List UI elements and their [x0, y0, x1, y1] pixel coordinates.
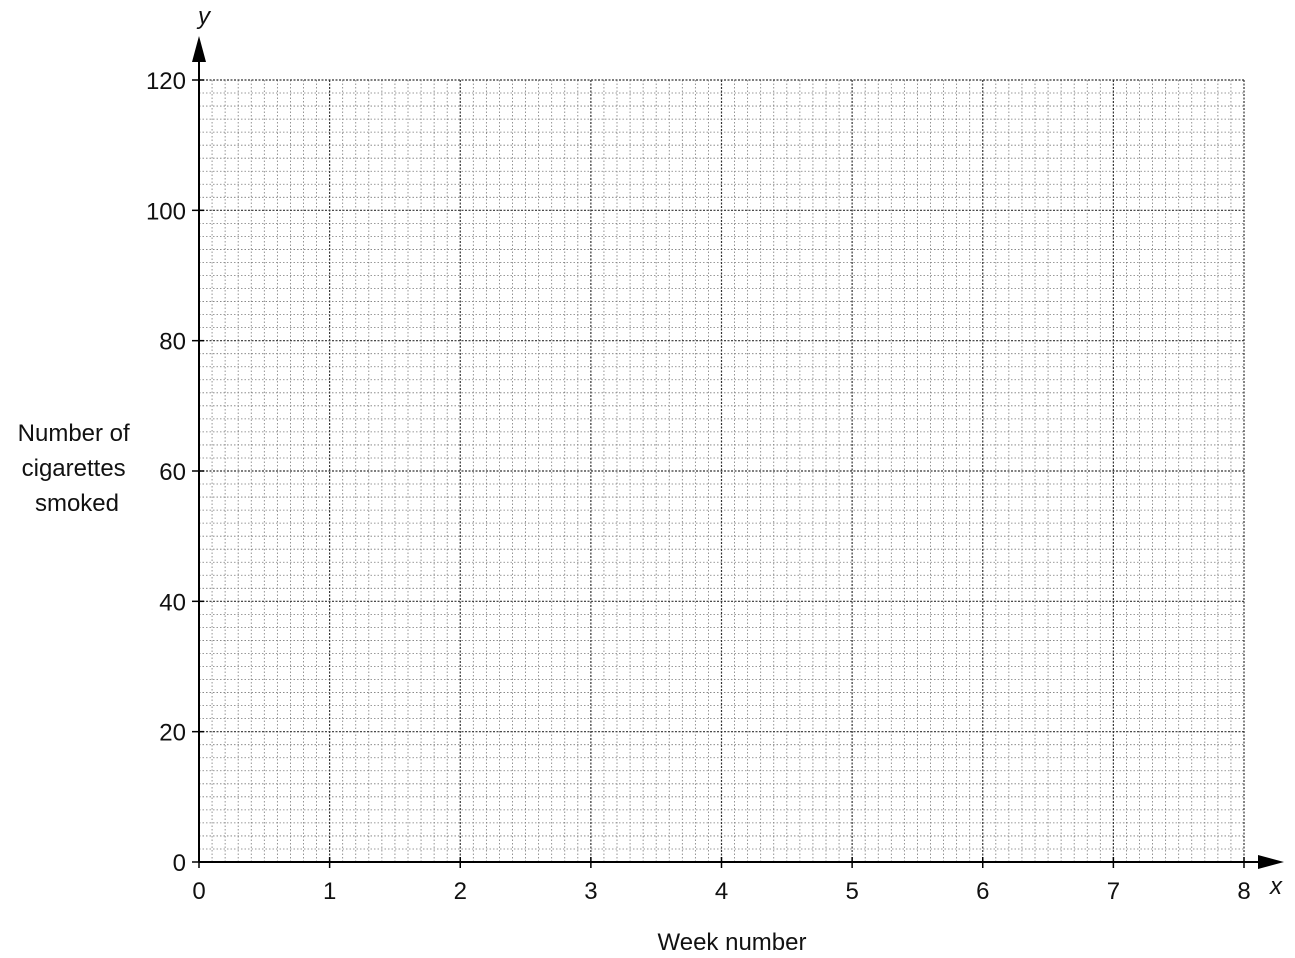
y-tick-label: 80 — [159, 329, 186, 356]
y-axis-label-line-2: cigarettes — [22, 455, 126, 482]
x-tick-label: 1 — [323, 878, 336, 905]
x-axis-variable: x — [1269, 873, 1283, 900]
y-axis-label-line-1: Number of — [18, 420, 130, 447]
y-tick-label: 60 — [159, 459, 186, 486]
x-tick-label: 0 — [192, 878, 205, 905]
y-tick-label: 20 — [159, 720, 186, 747]
x-tick-label: 6 — [976, 878, 989, 905]
y-axis-label-line-3: smoked — [35, 490, 119, 517]
x-tick-label: 8 — [1237, 878, 1250, 905]
x-axis-label: Week number — [658, 929, 807, 956]
x-tick-label: 4 — [715, 878, 728, 905]
y-tick-label: 120 — [146, 68, 186, 95]
x-tick-label: 2 — [454, 878, 467, 905]
y-axis-arrowhead — [192, 36, 206, 62]
y-axis-variable: y — [196, 3, 212, 30]
x-tick-label: 7 — [1107, 878, 1120, 905]
y-tick-label: 40 — [159, 589, 186, 616]
ticks — [192, 79, 1245, 868]
y-tick-label: 0 — [173, 850, 186, 877]
x-tick-label: 5 — [845, 878, 858, 905]
y-tick-label: 100 — [146, 198, 186, 225]
x-axis-arrowhead — [1258, 855, 1284, 869]
axes — [192, 36, 1284, 869]
x-tick-label: 3 — [584, 878, 597, 905]
y-axis-label: Number of cigarettes smoked — [18, 420, 137, 517]
